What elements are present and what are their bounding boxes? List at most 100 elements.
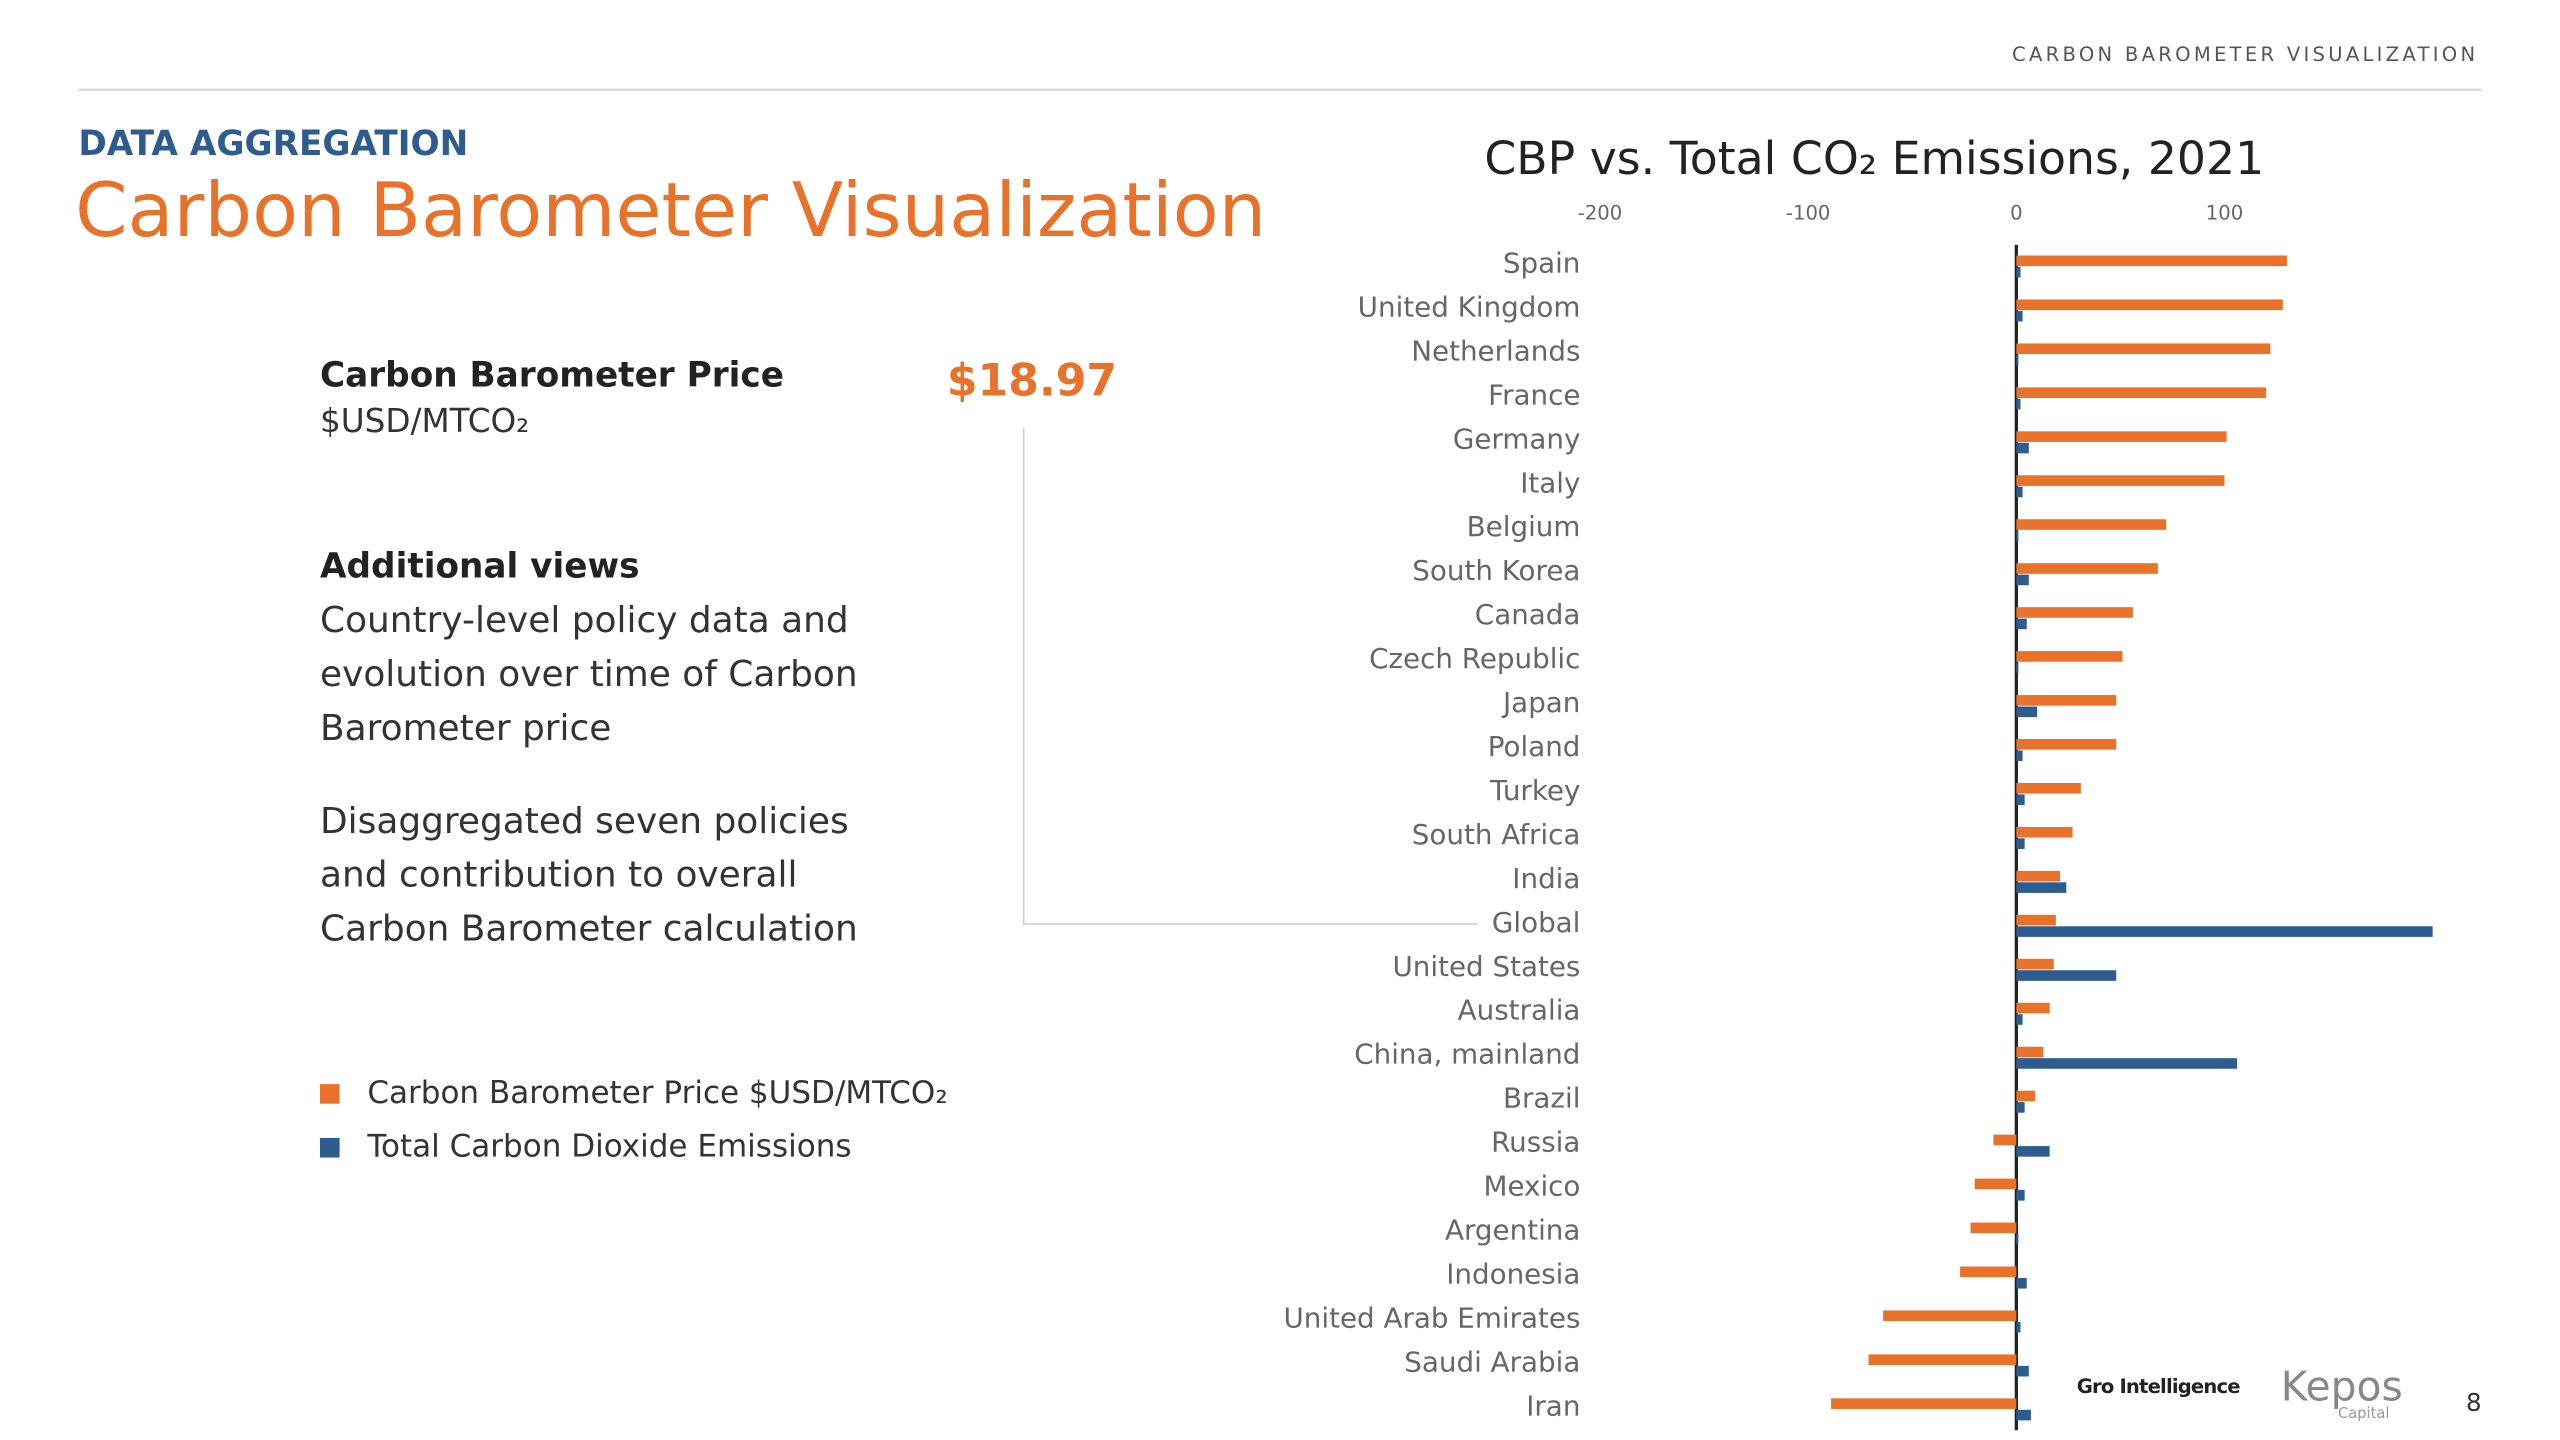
additional-heading: Additional views <box>320 547 640 587</box>
y-tick-label: United States <box>1392 950 1580 983</box>
bar <box>1970 1222 2017 1234</box>
legend-swatch <box>320 1084 340 1104</box>
bar <box>2016 695 2117 706</box>
y-tick-label: Belgium <box>1467 510 1581 543</box>
bar <box>2016 354 2019 366</box>
bar <box>2016 1277 2027 1289</box>
logo-kepos: Kepos <box>2281 1362 2403 1410</box>
y-tick-label: Germany <box>1453 422 1581 455</box>
bar <box>2016 475 2225 486</box>
bar <box>2016 1046 2044 1058</box>
bar <box>2016 442 2029 454</box>
bar <box>2016 1102 2025 1113</box>
bar <box>2016 343 2271 355</box>
bar <box>2016 1002 2050 1014</box>
bar <box>2016 607 2133 618</box>
kicker: DATA AGGREGATION <box>78 124 468 164</box>
bar <box>2016 914 2056 926</box>
bar <box>2016 1321 2021 1333</box>
bar <box>2016 398 2021 410</box>
bar <box>2016 1233 2019 1245</box>
y-tick-label: Argentina <box>1445 1214 1580 1247</box>
bar <box>2016 574 2029 586</box>
y-tick-label: India <box>1512 862 1580 895</box>
bar <box>2016 970 2117 981</box>
body-text: and contribution to overall <box>320 855 797 896</box>
body-text: Disaggregated seven policies <box>320 801 849 842</box>
bar <box>2016 651 2123 662</box>
bar <box>2016 706 2038 718</box>
y-tick-label: Canada <box>1475 598 1581 631</box>
y-tick-label: United Arab Emirates <box>1283 1301 1580 1334</box>
page-number: 8 <box>2466 1388 2482 1417</box>
price-value: $18.97 <box>947 356 1117 407</box>
logo-kepos-sub: Capital <box>2338 1405 2390 1422</box>
y-tick-label: Italy <box>1520 466 1580 499</box>
bar <box>2016 838 2025 849</box>
body-text: Barometer price <box>320 708 611 749</box>
bar <box>2016 1190 2025 1201</box>
bar <box>1831 1398 2017 1409</box>
legend-swatch <box>320 1137 340 1158</box>
y-tick-label: Saudi Arabia <box>1404 1345 1580 1378</box>
bar <box>2016 299 2283 311</box>
bar <box>2016 870 2061 882</box>
bar <box>2016 618 2027 630</box>
y-tick-label: Brazil <box>1503 1082 1580 1115</box>
bar <box>1868 1354 2017 1366</box>
bar <box>2016 826 2073 838</box>
body-text: Country-level policy data and <box>320 600 849 641</box>
y-tick-label: France <box>1488 378 1580 411</box>
bar <box>2016 782 2081 794</box>
bar <box>2016 1146 2050 1157</box>
bar <box>2016 662 2019 674</box>
bar <box>2016 1058 2237 1069</box>
bar <box>2016 563 2158 574</box>
logo-gro: Gro Intelligence <box>2077 1375 2241 1398</box>
bar <box>2016 519 2167 530</box>
legend-label: Carbon Barometer Price $USD/MTCO₂ <box>367 1075 947 1111</box>
y-tick-label: Poland <box>1488 730 1581 763</box>
bar <box>2016 486 2023 498</box>
bar <box>2016 739 2117 750</box>
y-tick-label: Spain <box>1503 246 1581 279</box>
y-tick-label: Czech Republic <box>1369 642 1580 675</box>
y-tick-label: Turkey <box>1489 774 1580 807</box>
bar <box>2016 431 2227 442</box>
bar <box>2016 794 2025 806</box>
y-tick-label: Australia <box>1458 994 1581 1027</box>
price-unit: $USD/MTCO₂ <box>320 402 529 440</box>
x-tick-label: -200 <box>1578 201 1622 224</box>
bar <box>2016 1409 2031 1421</box>
chart-title: CBP vs. Total CO₂ Emissions, 2021 <box>1484 132 2264 185</box>
bar <box>2016 750 2023 762</box>
bar <box>1960 1266 2017 1278</box>
y-tick-label: Global <box>1492 906 1581 939</box>
y-tick-label: South Korea <box>1412 554 1580 587</box>
bar <box>2016 266 2021 278</box>
x-tick-label: 100 <box>2206 201 2243 224</box>
bar <box>2016 958 2054 970</box>
y-tick-label: Mexico <box>1484 1170 1581 1203</box>
bar <box>2016 882 2067 893</box>
y-tick-label: South Africa <box>1412 818 1581 851</box>
price-label: Carbon Barometer Price <box>320 356 784 396</box>
bar <box>2016 530 2019 542</box>
legend-label: Total Carbon Dioxide Emissions <box>366 1129 851 1165</box>
bar <box>1974 1178 2017 1190</box>
bar <box>1883 1310 2017 1322</box>
bar <box>2016 387 2267 398</box>
y-tick-label: Iran <box>1526 1389 1580 1422</box>
x-tick-label: -100 <box>1786 201 1830 224</box>
page-title: Carbon Barometer Visualization <box>75 166 1266 254</box>
bar <box>2016 926 2433 937</box>
bar <box>2016 310 2023 322</box>
y-tick-label: United Kingdom <box>1358 290 1581 323</box>
y-tick-label: Netherlands <box>1411 334 1580 367</box>
callout-line <box>1022 427 1478 925</box>
body-text: Carbon Barometer calculation <box>320 909 858 950</box>
body-text: evolution over time of Carbon <box>320 654 858 695</box>
y-tick-label: Indonesia <box>1446 1257 1580 1290</box>
y-tick-label: Russia <box>1491 1126 1580 1159</box>
